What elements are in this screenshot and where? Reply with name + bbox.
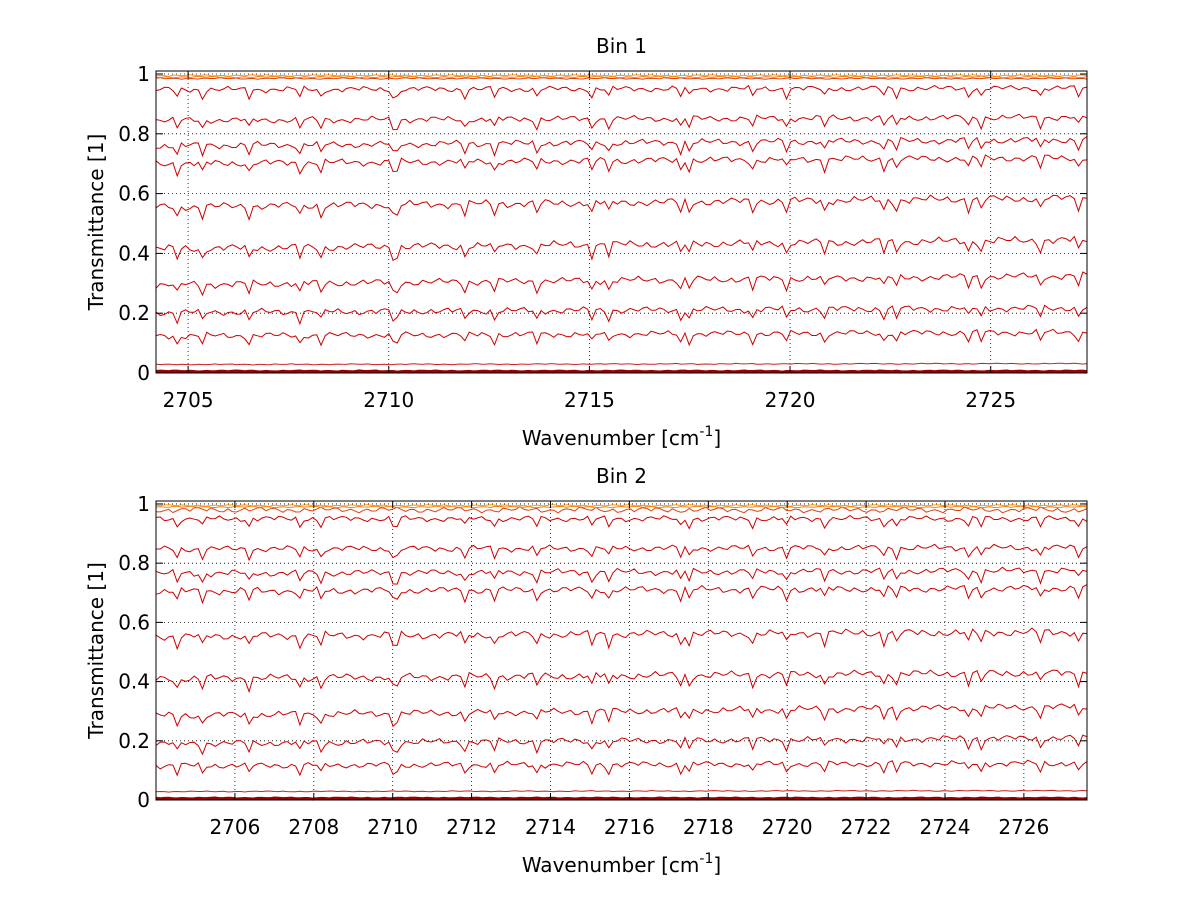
axes-box [155,500,1088,801]
x-tick-label: 2714 [525,815,576,839]
bin-2-panel: 2706 2708 2710 2712 2714 2716 2718 2720 2722 2724… [84,464,1088,877]
spectrum-trace [155,328,1088,347]
x-tick-label: 2705 [163,388,214,412]
spectrum-trace [155,796,1088,801]
x-tick-label: 2710 [363,388,414,412]
y-tick-label: 1 [137,492,150,516]
spectrum-trace [155,362,1088,366]
panel-title: Bin 2 [596,464,647,488]
x-tick-label: 2722 [841,815,892,839]
y-tick-label: 0 [137,361,150,385]
spectrum-trace [155,304,1088,326]
spectrum-trace [156,543,1088,562]
y-tick-label: 0.8 [118,122,150,146]
y-axis: 0 0.2 0.4 0.6 0.8 1 [118,492,1087,812]
x-tick-label: 2718 [683,815,734,839]
x-axis-label-superscript: -1 [699,424,713,440]
spectrum-trace [155,235,1088,261]
spectrum-traces [155,504,1088,801]
x-tick-label: 2715 [564,388,615,412]
spectrum-trace [155,506,1088,514]
spectrum-trace [155,789,1088,793]
y-tick-label: 0.2 [118,301,150,325]
spectrum-trace [155,734,1088,756]
y-axis-label: Transmittance [1] [84,562,108,740]
x-tick-label: 2710 [367,815,418,839]
x-tick-label: 2706 [209,815,260,839]
spectrum-trace [155,504,1088,507]
spectrum-trace [155,669,1088,694]
x-axis: 2705 2710 2715 2720 2725 [163,71,1016,412]
y-tick-label: 0.6 [118,182,150,206]
grid [156,501,1087,801]
spectrum-trace [155,136,1088,158]
x-tick-label: 2712 [446,815,497,839]
spectrum-trace [155,703,1088,728]
spectrum-trace [155,514,1088,530]
y-tick-label: 0.2 [118,729,150,753]
x-axis-label-text: Wavenumber [cm [522,426,700,450]
spectrum-trace [155,271,1088,297]
x-axis-label-text: Wavenumber [cm [522,853,700,877]
spectrum-trace [155,566,1088,585]
x-axis-label-superscript: -1 [699,851,713,867]
x-tick-label: 2708 [288,815,339,839]
y-tick-label: 0.6 [118,610,150,634]
x-tick-label: 2726 [998,815,1049,839]
y-tick-label: 0.4 [118,670,150,694]
spectrum-trace [155,194,1088,222]
spectrum-trace [155,154,1088,178]
x-tick-label: 2716 [604,815,655,839]
x-tick-label: 2720 [762,815,813,839]
spectrum-trace [155,584,1088,605]
spectrum-traces [155,74,1088,374]
spectrum-trace [155,759,1088,777]
panel-title: Bin 1 [596,34,647,58]
y-tick-label: 0 [137,788,150,812]
x-tick-label: 2725 [965,388,1016,412]
spectrum-trace [155,84,1088,101]
spectrum-trace [155,74,1088,77]
axes-box [155,70,1088,374]
x-tick-label: 2720 [765,388,816,412]
spectrum-trace [155,627,1088,651]
y-axis: 0 0.2 0.4 0.6 0.8 1 [118,62,1087,385]
grid [156,71,1087,374]
x-axis-label: Wavenumber [cm-1] [522,424,721,450]
x-axis-label: Wavenumber [cm-1] [522,851,721,877]
x-axis-label-suffix: ] [713,426,721,450]
bin-1-panel: 2705 2710 2715 2720 2725 0 0.2 0.4 0.6 0.8 1 Bin 1 W… [84,34,1088,450]
y-tick-label: 1 [137,62,150,86]
x-axis: 2706 2708 2710 2712 2714 2716 2718 2720 2722 2724… [209,501,1049,839]
y-tick-label: 0.8 [118,551,150,575]
spectrum-trace [155,505,1088,509]
y-tick-label: 0.4 [118,241,150,265]
spectrum-trace [155,113,1088,131]
x-axis-label-suffix: ] [713,853,721,877]
spectrum-trace [155,75,1088,79]
y-axis-label: Transmittance [1] [84,134,108,312]
x-tick-label: 2724 [920,815,971,839]
spectrum-trace [155,369,1088,374]
